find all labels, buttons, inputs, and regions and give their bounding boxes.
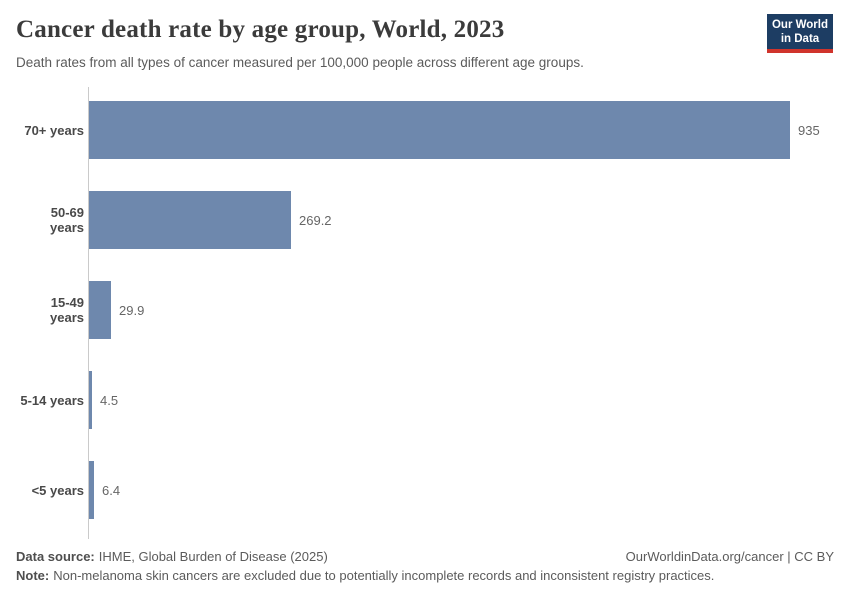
bar-row: 50-69 years 269.2 (16, 175, 834, 265)
bar-track: 935 (89, 101, 834, 159)
note-text: Non-melanoma skin cancers are excluded d… (53, 568, 715, 583)
value-label: 4.5 (100, 392, 119, 408)
value-label: 935 (798, 122, 820, 138)
bar-chart: 70+ years 935 50-69 years 269.2 15-49 years 2… (16, 85, 834, 539)
bar-track: 29.9 (89, 281, 834, 339)
owid-logo[interactable]: Our World in Data (767, 14, 833, 53)
bar[interactable] (89, 371, 92, 429)
category-label: 5-14 years (20, 392, 84, 408)
bar-row: <5 years 6.4 (16, 445, 834, 535)
bar[interactable] (89, 461, 94, 519)
bar[interactable] (89, 281, 111, 339)
chart-subtitle: Death rates from all types of cancer mea… (16, 55, 584, 70)
category-label: 70+ years (24, 122, 84, 138)
bar-track: 6.4 (89, 461, 834, 519)
category-label: 15-49 years (50, 295, 84, 325)
bar-rows: 70+ years 935 50-69 years 269.2 15-49 years 2… (16, 85, 834, 535)
bar[interactable] (89, 101, 790, 159)
category-label: <5 years (31, 482, 84, 498)
data-source-label: Data source: (16, 549, 95, 564)
bar-row: 70+ years 935 (16, 85, 834, 175)
data-source-text: IHME, Global Burden of Disease (2025) (98, 549, 328, 564)
y-axis-line (88, 87, 89, 539)
bar-track: 4.5 (89, 371, 834, 429)
value-label: 6.4 (102, 482, 121, 498)
chart-footer: Data source: IHME, Global Burden of Disea… (16, 547, 834, 585)
chart-header: Cancer death rate by age group, World, 2… (16, 0, 834, 71)
bar-row: 15-49 years 29.9 (16, 265, 834, 355)
note-label: Note: (16, 568, 50, 583)
value-label: 29.9 (119, 302, 145, 318)
chart-title: Cancer death rate by age group, World, 2… (16, 16, 505, 43)
license-link[interactable]: OurWorldinData.org/cancer | CC BY (625, 549, 834, 564)
owid-logo-line2: in Data (780, 33, 820, 45)
data-source: Data source: IHME, Global Burden of Disea… (16, 547, 328, 566)
bar[interactable] (89, 191, 291, 249)
chart-note: Note: Non-melanoma skin cancers are exclu… (16, 566, 834, 585)
owid-logo-line1: Our World (771, 19, 828, 31)
value-label: 269.2 (299, 212, 332, 228)
bar-row: 5-14 years 4.5 (16, 355, 834, 445)
category-label: 50-69 years (50, 205, 84, 235)
bar-track: 269.2 (89, 191, 834, 249)
